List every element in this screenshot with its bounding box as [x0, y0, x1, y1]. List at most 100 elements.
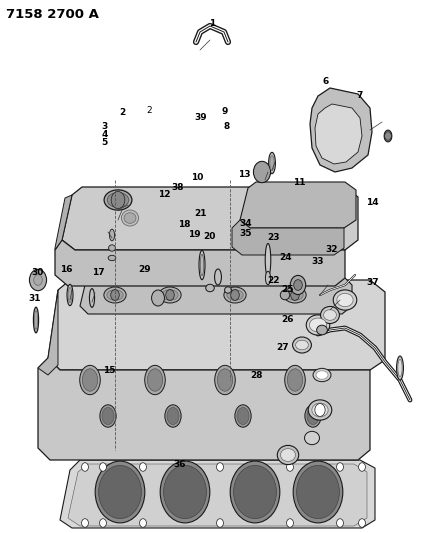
- Ellipse shape: [89, 289, 95, 308]
- Circle shape: [253, 161, 270, 183]
- Text: 39: 39: [194, 113, 207, 122]
- Ellipse shape: [68, 287, 72, 302]
- Ellipse shape: [206, 284, 214, 292]
- Text: 38: 38: [171, 183, 184, 192]
- Polygon shape: [38, 290, 58, 375]
- Text: 2: 2: [146, 107, 152, 115]
- Text: 25: 25: [281, 286, 294, 294]
- Text: 1: 1: [209, 20, 215, 28]
- Text: 24: 24: [279, 254, 292, 262]
- Text: 33: 33: [311, 257, 324, 265]
- Text: 14: 14: [366, 198, 379, 207]
- Circle shape: [30, 269, 47, 290]
- Circle shape: [166, 289, 174, 300]
- Ellipse shape: [304, 431, 319, 445]
- Circle shape: [336, 463, 343, 471]
- Text: 35: 35: [239, 229, 252, 238]
- Polygon shape: [55, 195, 72, 250]
- Circle shape: [231, 289, 239, 300]
- Text: 28: 28: [250, 371, 263, 379]
- Circle shape: [234, 465, 276, 519]
- Circle shape: [34, 274, 42, 285]
- Ellipse shape: [199, 251, 205, 280]
- Ellipse shape: [312, 403, 328, 417]
- Circle shape: [100, 519, 107, 527]
- Ellipse shape: [280, 290, 290, 300]
- Ellipse shape: [82, 369, 98, 391]
- Ellipse shape: [316, 371, 328, 379]
- Circle shape: [163, 465, 206, 519]
- Text: 5: 5: [102, 138, 108, 147]
- Ellipse shape: [397, 356, 404, 380]
- Ellipse shape: [309, 318, 327, 332]
- Text: 26: 26: [281, 316, 294, 324]
- Circle shape: [111, 191, 125, 208]
- Circle shape: [217, 519, 223, 527]
- Ellipse shape: [200, 254, 204, 276]
- Circle shape: [82, 519, 89, 527]
- Polygon shape: [315, 104, 362, 164]
- Ellipse shape: [107, 289, 123, 300]
- Circle shape: [82, 463, 89, 471]
- Circle shape: [294, 280, 302, 290]
- Circle shape: [359, 463, 366, 471]
- Ellipse shape: [80, 365, 100, 394]
- Ellipse shape: [284, 287, 306, 303]
- Ellipse shape: [225, 287, 232, 293]
- Ellipse shape: [307, 407, 319, 424]
- Polygon shape: [80, 278, 352, 314]
- Ellipse shape: [67, 284, 73, 305]
- Text: 29: 29: [138, 265, 151, 273]
- Polygon shape: [62, 187, 358, 250]
- Circle shape: [336, 519, 343, 527]
- Ellipse shape: [109, 245, 116, 251]
- Ellipse shape: [265, 271, 270, 285]
- Ellipse shape: [104, 190, 132, 210]
- Ellipse shape: [337, 293, 353, 306]
- Ellipse shape: [324, 310, 336, 320]
- Polygon shape: [48, 280, 385, 370]
- Text: 17: 17: [92, 269, 105, 277]
- Text: 22: 22: [268, 276, 280, 285]
- Ellipse shape: [214, 269, 221, 285]
- Ellipse shape: [293, 337, 312, 353]
- Ellipse shape: [296, 340, 309, 350]
- Circle shape: [385, 132, 392, 140]
- Ellipse shape: [147, 369, 163, 391]
- Ellipse shape: [270, 156, 274, 171]
- Ellipse shape: [107, 192, 129, 207]
- Text: 15: 15: [103, 366, 116, 375]
- Ellipse shape: [102, 407, 114, 424]
- Text: 9: 9: [222, 108, 228, 116]
- Circle shape: [291, 289, 299, 300]
- Ellipse shape: [265, 244, 271, 277]
- Ellipse shape: [224, 287, 246, 303]
- Polygon shape: [55, 240, 345, 286]
- Circle shape: [315, 403, 325, 416]
- Polygon shape: [38, 358, 370, 460]
- Circle shape: [140, 519, 146, 527]
- Text: 31: 31: [29, 294, 42, 303]
- Ellipse shape: [321, 306, 339, 324]
- Ellipse shape: [285, 365, 305, 394]
- Ellipse shape: [104, 287, 126, 303]
- Text: 4: 4: [102, 130, 108, 139]
- Ellipse shape: [384, 130, 392, 142]
- Text: 21: 21: [194, 209, 207, 217]
- Circle shape: [160, 461, 210, 523]
- Text: 7: 7: [357, 92, 363, 100]
- Ellipse shape: [34, 311, 38, 329]
- Polygon shape: [240, 182, 356, 228]
- Ellipse shape: [33, 307, 39, 333]
- Circle shape: [359, 519, 366, 527]
- Circle shape: [290, 276, 306, 295]
- Ellipse shape: [305, 405, 321, 427]
- Text: 13: 13: [238, 171, 250, 179]
- Ellipse shape: [165, 405, 181, 427]
- Ellipse shape: [108, 255, 116, 261]
- Polygon shape: [60, 460, 375, 528]
- Ellipse shape: [215, 365, 235, 394]
- Circle shape: [217, 463, 223, 471]
- Circle shape: [287, 519, 294, 527]
- Text: 19: 19: [188, 230, 201, 239]
